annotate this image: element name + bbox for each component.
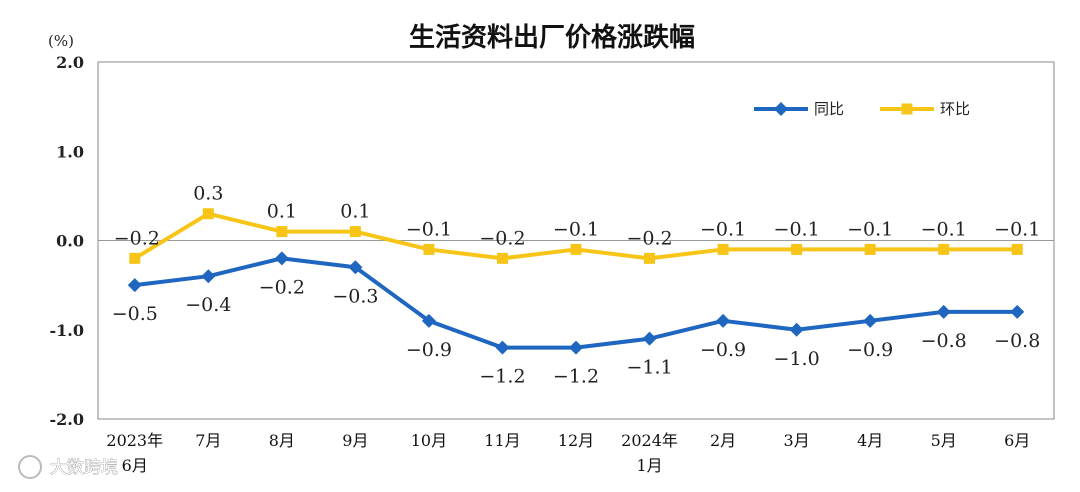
series-point-1: [864, 243, 876, 255]
data-label: −0.8: [921, 330, 967, 352]
series-point-0: [936, 304, 951, 319]
data-label: −0.2: [259, 276, 305, 298]
x-tick-label: 6月: [1004, 431, 1030, 450]
data-label: −0.8: [994, 330, 1040, 352]
data-label: −0.1: [994, 218, 1040, 240]
legend-label: 同比: [814, 100, 844, 118]
series-point-0: [642, 331, 657, 346]
data-label: −0.2: [114, 227, 160, 249]
series-point-0: [421, 313, 436, 328]
x-tick-label: 2023年: [106, 431, 163, 450]
data-label: −0.1: [406, 218, 452, 240]
series-point-1: [129, 252, 141, 264]
data-label: −0.9: [406, 339, 452, 361]
series-point-1: [276, 226, 288, 238]
series-point-1: [1011, 243, 1023, 255]
data-label: 0.3: [193, 183, 223, 205]
watermark: 大数跨境: [18, 455, 118, 479]
x-tick-label: 8月: [269, 431, 295, 450]
x-tick-label: 12月: [558, 431, 594, 450]
data-label: −0.3: [332, 285, 378, 307]
series-point-1: [423, 243, 435, 255]
x-tick-label: 1月: [636, 456, 662, 475]
x-tick-label: 9月: [342, 431, 368, 450]
data-label: 0.1: [340, 201, 370, 223]
data-label: −0.1: [847, 218, 893, 240]
y-tick-label: -2.0: [50, 410, 84, 429]
data-label: 0.1: [267, 201, 297, 223]
series-point-0: [716, 313, 731, 328]
data-label: −0.1: [774, 218, 820, 240]
x-tick-label: 4月: [857, 431, 883, 450]
y-axis-unit-label: (%): [48, 32, 74, 50]
y-tick-label: 2.0: [56, 53, 84, 72]
series-point-0: [348, 260, 363, 275]
data-label: −0.4: [185, 294, 231, 316]
x-tick-label: 10月: [411, 431, 447, 450]
series-point-1: [791, 243, 803, 255]
series-point-1: [644, 252, 656, 264]
watermark-logo-icon: [18, 455, 42, 479]
x-tick-label: 2024年: [621, 431, 678, 450]
data-label: −0.9: [847, 339, 893, 361]
x-tick-label: 6月: [122, 456, 148, 475]
y-tick-label: 1.0: [56, 142, 84, 161]
x-tick-label: 11月: [484, 431, 520, 450]
series-point-1: [717, 243, 729, 255]
data-label: −1.2: [553, 366, 599, 388]
series-point-1: [349, 226, 361, 238]
series-point-1: [938, 243, 950, 255]
series-point-1: [496, 252, 508, 264]
chart-title: 生活资料出厂价格涨跌幅: [409, 22, 695, 53]
series-point-0: [569, 340, 583, 355]
watermark-text: 大数跨境: [50, 458, 118, 478]
x-tick-label: 3月: [784, 431, 810, 450]
data-label: −0.2: [479, 227, 525, 249]
y-tick-label: -1.0: [50, 321, 84, 340]
series-point-1: [570, 243, 582, 255]
data-label: −0.1: [553, 218, 599, 240]
series-point-0: [1010, 304, 1025, 319]
series-point-0: [789, 322, 804, 337]
x-tick-label: 7月: [195, 431, 221, 450]
series-point-0: [201, 269, 216, 284]
series-point-0: [495, 340, 510, 355]
data-label: −1.1: [626, 357, 672, 379]
x-tick-label: 2月: [710, 431, 736, 450]
legend-marker: [774, 102, 788, 116]
series-line-0: [132, 256, 1020, 350]
series-point-0: [274, 251, 289, 266]
y-tick-label: 0.0: [56, 232, 84, 251]
series-point-0: [127, 278, 142, 293]
data-label: −0.1: [921, 218, 967, 240]
legend-label: 环比: [940, 100, 970, 118]
x-tick-label: 5月: [931, 431, 957, 450]
data-label: −1.2: [479, 366, 525, 388]
data-label: −0.9: [700, 339, 746, 361]
legend-marker: [901, 103, 913, 115]
data-label: −0.5: [112, 303, 158, 325]
data-label: −0.2: [626, 227, 672, 249]
series-point-1: [202, 208, 214, 220]
data-label: −0.1: [700, 218, 746, 240]
series-point-0: [863, 313, 878, 328]
data-label: −1.0: [774, 348, 820, 370]
